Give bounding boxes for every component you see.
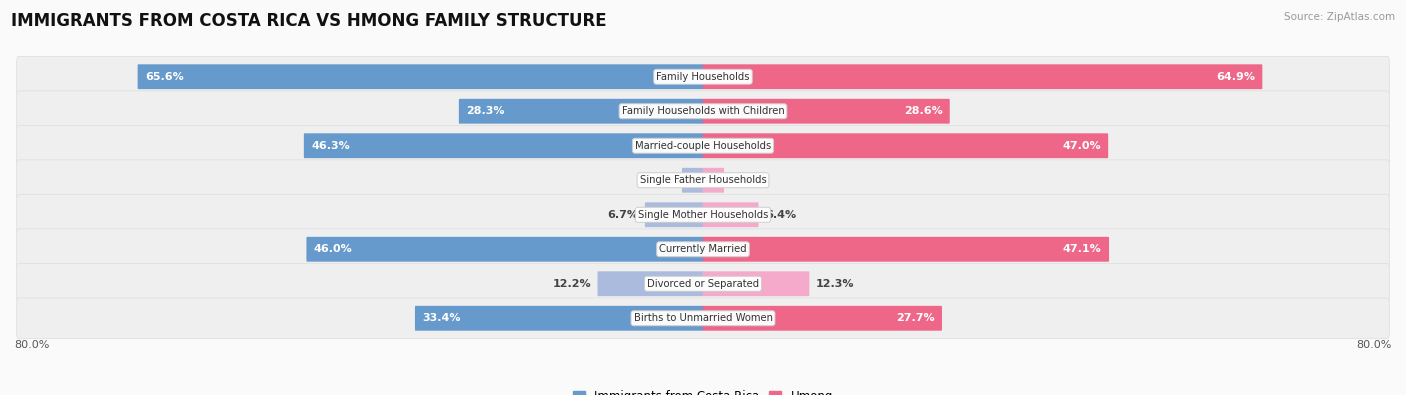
FancyBboxPatch shape (17, 298, 1389, 339)
Text: 12.2%: 12.2% (553, 279, 591, 289)
FancyBboxPatch shape (703, 168, 724, 193)
Text: 6.4%: 6.4% (765, 210, 796, 220)
Text: Married-couple Households: Married-couple Households (636, 141, 770, 151)
FancyBboxPatch shape (138, 64, 703, 89)
Text: 28.3%: 28.3% (467, 106, 505, 116)
FancyBboxPatch shape (17, 56, 1389, 97)
Text: 65.6%: 65.6% (145, 72, 184, 82)
Text: 2.4%: 2.4% (644, 175, 675, 185)
Text: 46.0%: 46.0% (314, 244, 353, 254)
Text: 47.0%: 47.0% (1063, 141, 1101, 151)
Text: 80.0%: 80.0% (1357, 340, 1392, 350)
FancyBboxPatch shape (703, 64, 1263, 89)
FancyBboxPatch shape (645, 202, 703, 227)
Legend: Immigrants from Costa Rica, Hmong: Immigrants from Costa Rica, Hmong (568, 385, 838, 395)
Text: Family Households: Family Households (657, 72, 749, 82)
Text: Single Mother Households: Single Mother Households (638, 210, 768, 220)
Text: 12.3%: 12.3% (815, 279, 855, 289)
Text: 6.7%: 6.7% (607, 210, 638, 220)
FancyBboxPatch shape (458, 99, 703, 124)
Text: Divorced or Separated: Divorced or Separated (647, 279, 759, 289)
FancyBboxPatch shape (703, 306, 942, 331)
FancyBboxPatch shape (17, 263, 1389, 304)
Text: 27.7%: 27.7% (896, 313, 935, 323)
FancyBboxPatch shape (17, 194, 1389, 235)
FancyBboxPatch shape (304, 134, 703, 158)
Text: Currently Married: Currently Married (659, 244, 747, 254)
Text: 64.9%: 64.9% (1216, 72, 1256, 82)
Text: Single Father Households: Single Father Households (640, 175, 766, 185)
Text: 80.0%: 80.0% (14, 340, 49, 350)
FancyBboxPatch shape (682, 168, 703, 193)
Text: Source: ZipAtlas.com: Source: ZipAtlas.com (1284, 12, 1395, 22)
FancyBboxPatch shape (415, 306, 703, 331)
FancyBboxPatch shape (17, 160, 1389, 201)
Text: Births to Unmarried Women: Births to Unmarried Women (634, 313, 772, 323)
Text: Family Households with Children: Family Households with Children (621, 106, 785, 116)
FancyBboxPatch shape (17, 91, 1389, 132)
FancyBboxPatch shape (17, 229, 1389, 270)
Text: 46.3%: 46.3% (311, 141, 350, 151)
FancyBboxPatch shape (703, 271, 810, 296)
FancyBboxPatch shape (17, 125, 1389, 166)
FancyBboxPatch shape (307, 237, 703, 261)
FancyBboxPatch shape (703, 99, 949, 124)
FancyBboxPatch shape (598, 271, 703, 296)
Text: IMMIGRANTS FROM COSTA RICA VS HMONG FAMILY STRUCTURE: IMMIGRANTS FROM COSTA RICA VS HMONG FAMI… (11, 12, 607, 30)
Text: 2.4%: 2.4% (731, 175, 762, 185)
FancyBboxPatch shape (703, 134, 1108, 158)
FancyBboxPatch shape (703, 237, 1109, 261)
Text: 47.1%: 47.1% (1063, 244, 1102, 254)
Text: 28.6%: 28.6% (904, 106, 942, 116)
Text: 33.4%: 33.4% (422, 313, 461, 323)
FancyBboxPatch shape (703, 202, 759, 227)
